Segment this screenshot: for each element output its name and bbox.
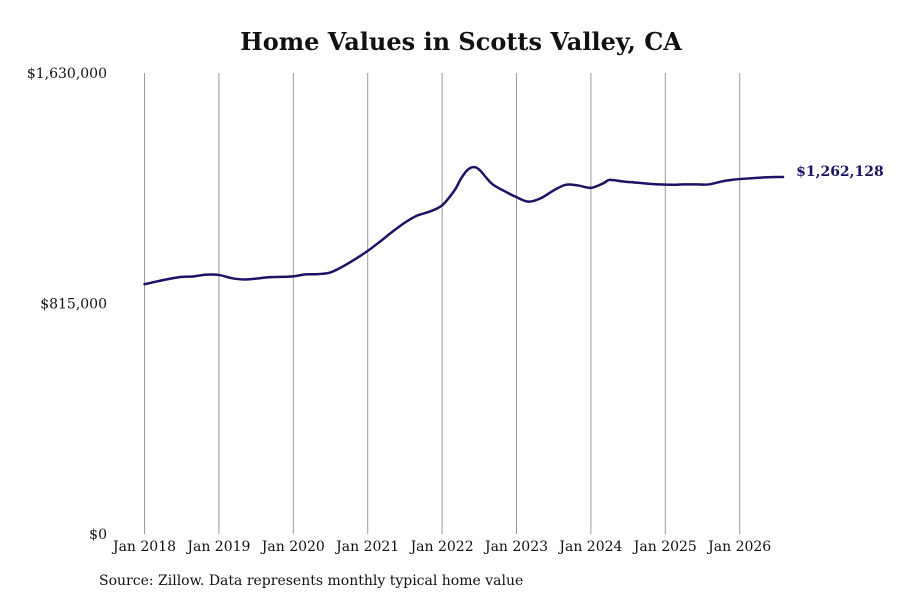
- x-tick-label: Jan 2026: [706, 539, 771, 555]
- series-layer: $1,262,128: [143, 164, 884, 286]
- x-tick-label: Jan 2021: [334, 539, 399, 555]
- x-tick-label: Jan 2018: [111, 539, 176, 555]
- x-axis-ticks: Jan 2018 Jan 2019 Jan 2020 Jan 2021 Jan 2022…: [111, 539, 771, 555]
- x-tick-label: Jan 2024: [557, 539, 622, 555]
- x-tick-label: Jan 2019: [185, 539, 250, 555]
- y-axis-ticks: $0 $815,000 $1,630,000: [27, 66, 107, 543]
- gridlines: [144, 73, 741, 534]
- chart-title: Home Values in Scotts Valley, CA: [240, 27, 682, 56]
- x-tick-label: Jan 2023: [483, 539, 548, 555]
- x-tick-label: Jan 2025: [632, 539, 697, 555]
- x-tick-label: Jan 2022: [409, 539, 474, 555]
- y-tick-label: $0: [89, 527, 107, 543]
- series-line: [143, 165, 785, 286]
- source-note: Source: Zillow. Data represents monthly …: [99, 573, 524, 589]
- y-tick-label: $815,000: [40, 297, 107, 313]
- end-value-label: $1,262,128: [796, 164, 884, 180]
- x-tick-label: Jan 2020: [260, 539, 325, 555]
- y-tick-label: $1,630,000: [27, 66, 107, 82]
